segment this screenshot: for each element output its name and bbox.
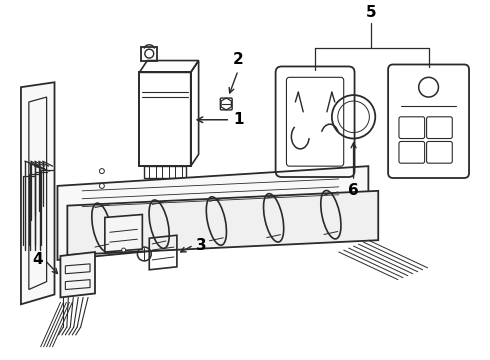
Polygon shape bbox=[67, 191, 378, 255]
Text: 6: 6 bbox=[348, 183, 359, 198]
Text: 1: 1 bbox=[233, 112, 244, 127]
Polygon shape bbox=[21, 82, 54, 304]
Circle shape bbox=[122, 248, 125, 252]
Text: 5: 5 bbox=[366, 5, 377, 20]
Text: 4: 4 bbox=[33, 252, 44, 267]
Circle shape bbox=[99, 168, 104, 174]
Polygon shape bbox=[57, 166, 368, 260]
Circle shape bbox=[35, 208, 41, 213]
Text: 3: 3 bbox=[196, 238, 206, 253]
Text: 2: 2 bbox=[233, 53, 244, 67]
Polygon shape bbox=[105, 215, 143, 252]
Polygon shape bbox=[60, 252, 95, 297]
Circle shape bbox=[99, 184, 104, 188]
